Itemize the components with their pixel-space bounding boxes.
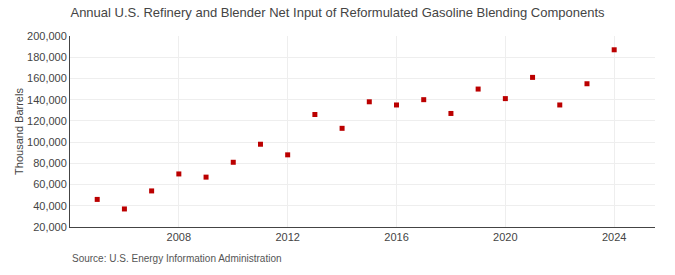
- svg-text:60,000: 60,000: [33, 178, 67, 190]
- svg-text:Annual U.S. Refinery and Blend: Annual U.S. Refinery and Blender Net Inp…: [70, 5, 605, 20]
- svg-text:2016: 2016: [384, 231, 408, 243]
- svg-text:2008: 2008: [167, 231, 191, 243]
- svg-text:20,000: 20,000: [33, 221, 67, 233]
- svg-text:180,000: 180,000: [27, 51, 67, 63]
- svg-text:2024: 2024: [602, 231, 626, 243]
- svg-text:200,000: 200,000: [27, 30, 67, 42]
- svg-text:160,000: 160,000: [27, 72, 67, 84]
- svg-text:140,000: 140,000: [27, 94, 67, 106]
- svg-text:40,000: 40,000: [33, 200, 67, 212]
- svg-text:2012: 2012: [275, 231, 299, 243]
- svg-text:100,000: 100,000: [27, 136, 67, 148]
- svg-text:2020: 2020: [493, 231, 517, 243]
- svg-text:Thousand Barrels: Thousand Barrels: [13, 88, 25, 175]
- svg-text:80,000: 80,000: [33, 157, 67, 169]
- svg-text:Source: U.S. Energy Informatio: Source: U.S. Energy Information Administ…: [72, 253, 282, 264]
- svg-text:120,000: 120,000: [27, 115, 67, 127]
